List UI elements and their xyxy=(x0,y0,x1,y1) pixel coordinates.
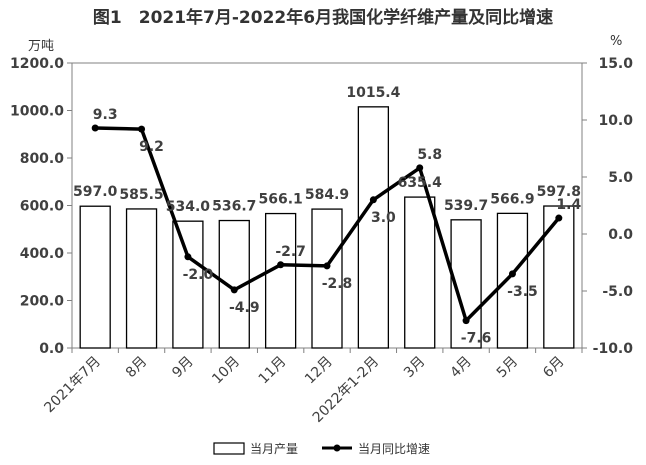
bar-production xyxy=(125,208,158,349)
x-axis-category-label: 6月 xyxy=(540,354,568,382)
line-point-marker xyxy=(323,262,331,270)
x-axis-category-label: 10月 xyxy=(209,354,243,388)
bar-data-label: 584.9 xyxy=(305,187,349,203)
line-data-label: 5.8 xyxy=(417,147,442,163)
line-point-marker xyxy=(416,164,424,172)
x-axis-category-label: 11月 xyxy=(256,354,290,388)
plot-area: 0.0 200.0 400.0 600.0 800.0 1000.0 1200.0 -10.0… xyxy=(10,56,633,426)
bar-data-label: 597.0 xyxy=(73,184,118,200)
bar-data-label: 534.0 xyxy=(166,199,211,215)
x-axis-category-label: 9月 xyxy=(169,354,197,382)
line-data-label: 1.4 xyxy=(556,197,581,213)
bar-data-label: 539.7 xyxy=(444,198,488,214)
line-point-marker xyxy=(462,317,470,325)
x-axis-category-label: 2021年7月 xyxy=(41,354,104,417)
line-data-label: -2.0 xyxy=(183,267,214,283)
left-axis-tick-label: 1200.0 xyxy=(10,56,64,72)
x-axis-category-label: 8月 xyxy=(123,354,151,382)
x-axis-category-label: 5月 xyxy=(494,354,522,382)
line-point-marker xyxy=(508,270,516,278)
line-point-marker xyxy=(277,261,285,269)
left-axis-tick-label: 200.0 xyxy=(20,294,65,310)
bar-data-label: 1015.4 xyxy=(346,85,400,101)
bar-production xyxy=(172,220,204,349)
right-axis-tick-label: 15.0 xyxy=(598,56,633,72)
bar-data-label: 566.9 xyxy=(490,191,534,207)
line-point-marker xyxy=(369,196,377,204)
x-axis-category-label: 4月 xyxy=(447,354,475,382)
line-data-label: -4.9 xyxy=(229,300,260,316)
legend-bar-label: 当月产量 xyxy=(250,442,298,456)
bar-production xyxy=(79,205,111,349)
bar-data-label: 635.4 xyxy=(398,175,443,191)
x-axis-category-label: 3月 xyxy=(401,354,429,382)
legend-line-marker xyxy=(333,444,341,452)
line-point-marker xyxy=(184,253,192,261)
line-data-label: 9.2 xyxy=(139,139,164,155)
line-point-marker xyxy=(230,286,238,294)
bar-production xyxy=(311,208,343,349)
right-axis-tick-label: -10.0 xyxy=(593,341,634,357)
line-data-label: -7.6 xyxy=(461,331,492,347)
legend-bar-swatch xyxy=(213,442,245,455)
line-data-label: -2.7 xyxy=(275,244,306,260)
right-axis-unit: % xyxy=(610,34,622,49)
left-axis-tick-label: 0.0 xyxy=(39,341,64,357)
bar-data-label: 536.7 xyxy=(212,199,256,215)
legend: 当月产量 当月同比增速 xyxy=(213,442,430,456)
bar-production xyxy=(543,205,575,349)
line-data-label: 3.0 xyxy=(371,210,396,226)
right-axis-tick-label: 0.0 xyxy=(608,227,633,243)
x-axis-category-label: 12月 xyxy=(302,354,336,388)
bar-production xyxy=(357,106,390,349)
right-axis-tick-label: -5.0 xyxy=(602,284,633,300)
bar-data-label: 597.8 xyxy=(537,184,581,200)
left-axis-unit: 万吨 xyxy=(28,39,54,54)
line-data-label: -3.5 xyxy=(507,284,538,300)
legend-line-label: 当月同比增速 xyxy=(358,442,430,456)
bar-production xyxy=(496,212,529,349)
line-point-marker xyxy=(555,214,563,222)
bar-data-label: 566.1 xyxy=(258,192,302,208)
left-axis-tick-label: 1000.0 xyxy=(10,104,64,120)
bar-data-label: 585.5 xyxy=(119,187,163,203)
line-data-label: -2.8 xyxy=(322,276,353,292)
line-point-marker xyxy=(138,125,146,133)
line-data-label: 9.3 xyxy=(93,107,118,123)
left-axis-tick-label: 400.0 xyxy=(20,246,65,262)
left-axis-tick-label: 800.0 xyxy=(20,151,65,167)
left-axis-tick-label: 600.0 xyxy=(20,199,65,215)
bar-production xyxy=(404,196,436,349)
line-point-marker xyxy=(91,124,99,132)
right-axis-tick-label: 5.0 xyxy=(608,170,633,186)
chart-title: 图1 2021年7月-2022年6月我国化学纤维产量及同比增速 xyxy=(93,7,553,28)
right-axis-tick-label: 10.0 xyxy=(598,113,633,129)
bar-production xyxy=(264,212,297,349)
